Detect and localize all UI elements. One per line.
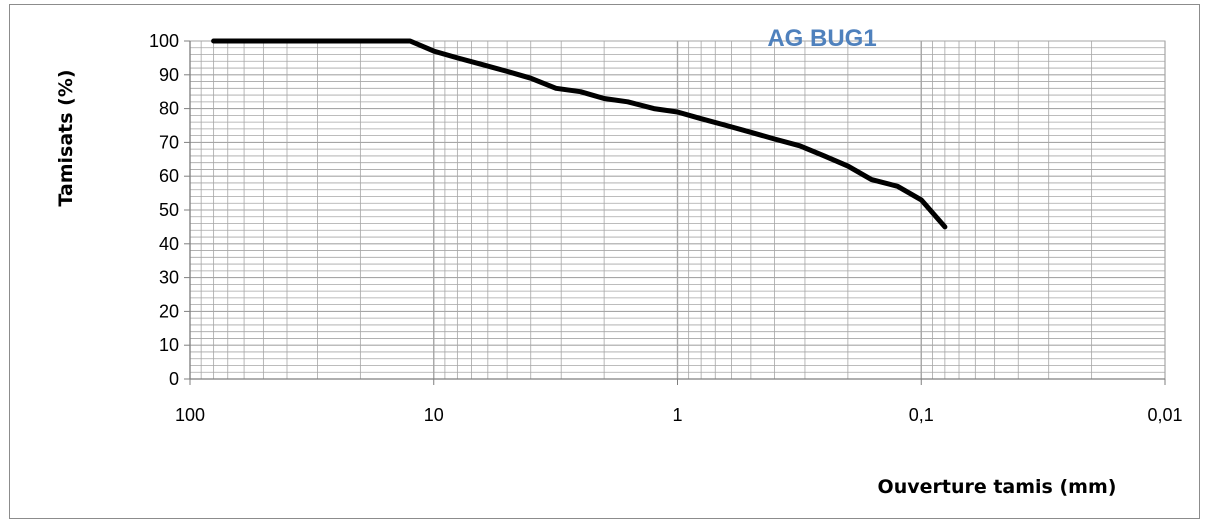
data-point: [433, 50, 435, 52]
data-point: [897, 185, 899, 187]
y-tick-label: 80: [159, 99, 179, 119]
data-point: [530, 77, 532, 79]
data-point: [383, 40, 385, 42]
x-tick-label: 1: [672, 405, 682, 425]
data-point: [627, 101, 629, 103]
data-point: [944, 226, 946, 228]
data-point: [603, 97, 605, 99]
y-tick-label: 90: [159, 65, 179, 85]
data-point: [823, 155, 825, 157]
data-point: [725, 125, 727, 126]
plot-grid: [189, 40, 1166, 380]
data-point: [700, 118, 702, 120]
y-tick-label: 40: [159, 234, 179, 254]
chart-title: AG BUG1: [767, 25, 876, 52]
data-point: [262, 40, 264, 42]
y-tick-label: 30: [159, 268, 179, 288]
data-point: [506, 70, 508, 72]
axes: [184, 40, 1166, 385]
data-point: [920, 199, 922, 201]
x-tick-label: 10: [424, 405, 444, 425]
data-point: [580, 91, 582, 93]
data-point: [653, 108, 655, 110]
data-point: [847, 165, 849, 167]
x-tick-label: 100: [175, 405, 205, 425]
series-layer: [211, 38, 948, 230]
data-point: [750, 131, 752, 133]
x-tick-label: 0,01: [1147, 405, 1182, 425]
y-tick-label: 70: [159, 132, 179, 152]
tick-labels: 0 10 20 30 40 50 60 70 80 90 100 100 10 1 0,1 0,01: [149, 31, 1183, 425]
data-point: [409, 40, 411, 42]
data-point: [311, 40, 313, 42]
y-tick-label: 20: [159, 301, 179, 321]
data-point: [286, 40, 288, 42]
y-tick-label: 100: [149, 31, 179, 51]
data-point: [456, 57, 458, 59]
x-axis-title: Ouverture tamis (mm): [878, 476, 1117, 498]
x-tick-label: 0,1: [909, 405, 934, 425]
y-axis-title: Tamisats (%): [55, 69, 77, 206]
y-tick-label: 0: [169, 369, 179, 389]
y-tick-label: 60: [159, 166, 179, 186]
data-point: [677, 111, 678, 113]
data-point: [213, 40, 215, 42]
data-point: [773, 138, 775, 140]
y-tick-label: 50: [159, 200, 179, 220]
data-point: [359, 40, 361, 42]
series-line: [211, 38, 948, 230]
data-point: [482, 64, 484, 66]
data-point: [799, 145, 801, 147]
data-point: [336, 40, 338, 42]
data-point: [238, 40, 240, 42]
data-point: [870, 179, 872, 181]
data-point: [555, 87, 557, 89]
y-tick-label: 10: [159, 335, 179, 355]
